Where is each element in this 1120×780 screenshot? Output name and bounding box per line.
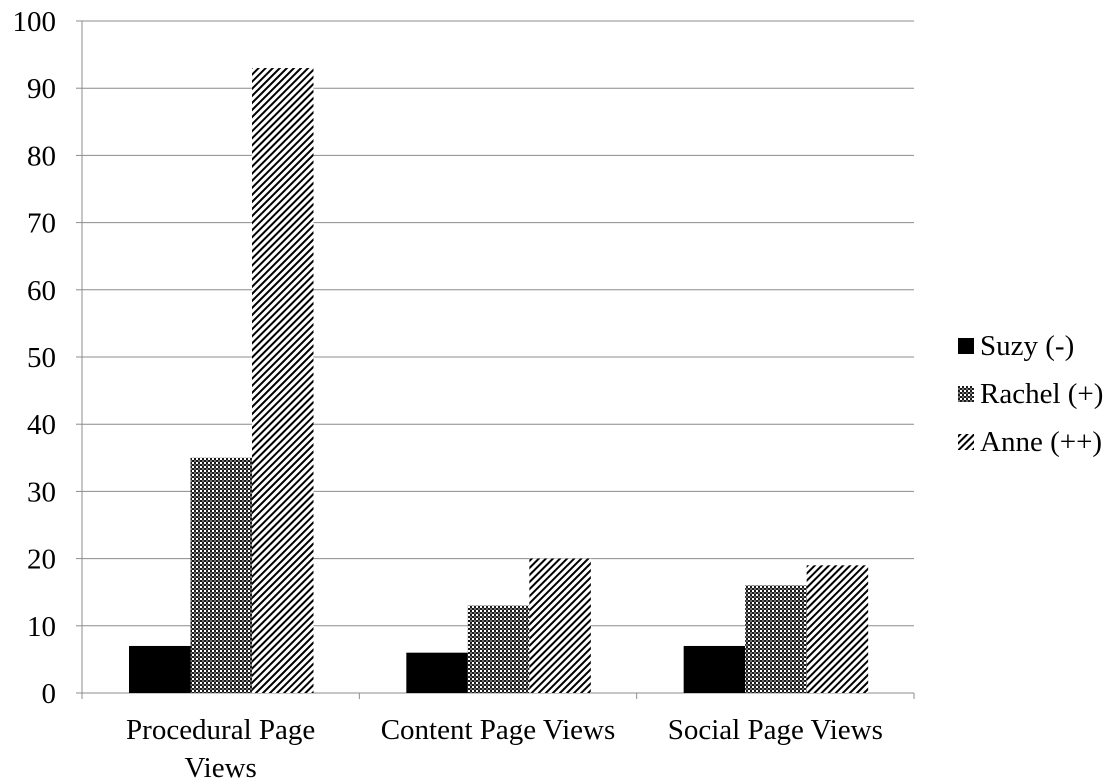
- y-tick-label-0: 0: [42, 678, 57, 710]
- y-tick-label-70: 70: [27, 208, 56, 240]
- bars: [129, 68, 869, 694]
- x-category-label-0-line-0: Procedural Page: [126, 714, 315, 746]
- y-tick-label-20: 20: [27, 544, 56, 576]
- legend-swatch-anne: [958, 434, 974, 450]
- y-tick-label-40: 40: [27, 409, 56, 441]
- x-category-label-1: Content Page Views: [381, 714, 616, 746]
- bar-anne-1: [529, 558, 591, 693]
- bar-rachel-2: [745, 585, 807, 693]
- y-tick-label-60: 60: [27, 275, 56, 307]
- bar-suzy-2: [683, 645, 746, 693]
- y-tick-label-90: 90: [27, 73, 56, 105]
- y-axis-tick-labels: 0 10 20 30 40 50 60 70 80 90 100: [13, 6, 57, 710]
- bar-rachel-1: [467, 605, 530, 693]
- bar-anne-0: [252, 68, 314, 694]
- x-axis-category-labels: Procedural Page Views Content Page Views So…: [126, 714, 883, 780]
- y-tick-label-100: 100: [13, 6, 57, 38]
- x-category-label-0-line-1: Views: [184, 752, 256, 780]
- legend-label-suzy: Suzy (-): [980, 330, 1074, 362]
- y-tick-label-50: 50: [27, 342, 56, 374]
- legend-label-anne: Anne (++): [980, 426, 1102, 458]
- y-tick-label-10: 10: [27, 611, 56, 643]
- bar-suzy-1: [406, 652, 468, 693]
- legend-label-rachel: Rachel (+): [980, 378, 1103, 410]
- legend-swatch-suzy: [958, 338, 974, 354]
- legend: Suzy (-) Rachel (+) Anne (++): [958, 330, 1103, 458]
- y-tick-label-30: 30: [27, 476, 56, 508]
- legend-swatch-rachel: [958, 386, 974, 402]
- bar-anne-2: [806, 565, 869, 693]
- bar-rachel-0: [190, 457, 252, 693]
- y-tick-label-80: 80: [27, 140, 56, 172]
- bar-suzy-0: [129, 645, 191, 693]
- x-category-label-2: Social Page Views: [668, 714, 883, 746]
